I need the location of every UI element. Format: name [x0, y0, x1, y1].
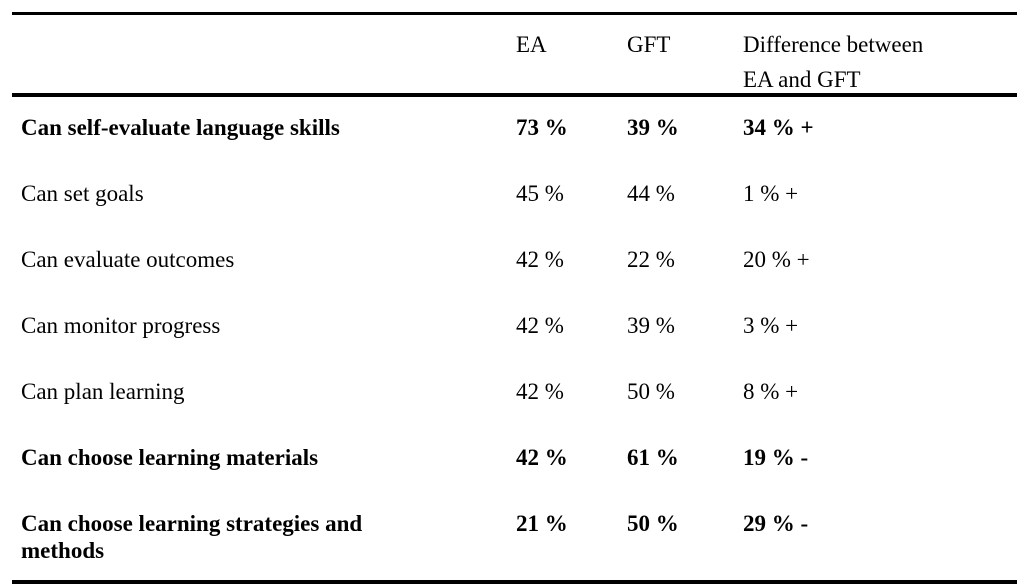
gft-value: 39 % — [627, 313, 675, 338]
difference-value: 20 % + — [743, 247, 810, 272]
ea-value: 73 % — [516, 115, 568, 140]
gft-value: 50 % — [627, 511, 679, 536]
table-row: Can choose learning strategies and metho… — [12, 493, 1017, 580]
table-row: Can monitor progress 42 % 39 % 3 % + — [12, 295, 1017, 361]
row-label: Can choose learning strategies and metho… — [21, 511, 363, 563]
column-header-difference: Difference between EA and GFT — [743, 32, 924, 92]
difference-value: 29 % - — [743, 511, 809, 536]
ea-value: 42 % — [516, 247, 564, 272]
row-label: Can self-evaluate language skills — [21, 115, 340, 140]
gft-value: 50 % — [627, 379, 675, 404]
column-header-gft: GFT — [627, 32, 671, 57]
gft-value: 39 % — [627, 115, 679, 140]
results-table: EA GFT Difference between EA and GFT Can… — [12, 12, 1017, 584]
difference-value: 8 % + — [743, 379, 799, 404]
row-label: Can choose learning materials — [21, 445, 319, 470]
header-empty-cell — [12, 27, 516, 97]
row-label: Can monitor progress — [21, 313, 221, 338]
gft-value: 61 % — [627, 445, 679, 470]
table-row: Can evaluate outcomes 42 % 22 % 20 % + — [12, 229, 1017, 295]
difference-value: 34 % + — [743, 115, 814, 140]
table-row: Can self-evaluate language skills 73 % 3… — [12, 97, 1017, 163]
table-row: Can choose learning materials 42 % 61 % … — [12, 427, 1017, 493]
ea-value: 42 % — [516, 445, 568, 470]
row-label: Can plan learning — [21, 379, 185, 404]
row-label: Can set goals — [21, 181, 144, 206]
ea-value: 42 % — [516, 379, 564, 404]
table-row: Can plan learning 42 % 50 % 8 % + — [12, 361, 1017, 427]
ea-value: 45 % — [516, 181, 564, 206]
difference-value: 1 % + — [743, 181, 799, 206]
ea-value: 21 % — [516, 511, 568, 536]
difference-value: 3 % + — [743, 313, 799, 338]
table-header-row: EA GFT Difference between EA and GFT — [12, 15, 1017, 97]
row-label: Can evaluate outcomes — [21, 247, 235, 272]
column-header-ea: EA — [516, 32, 547, 57]
gft-value: 22 % — [627, 247, 675, 272]
gft-value: 44 % — [627, 181, 675, 206]
ea-value: 42 % — [516, 313, 564, 338]
difference-value: 19 % - — [743, 445, 809, 470]
table-row: Can set goals 45 % 44 % 1 % + — [12, 163, 1017, 229]
